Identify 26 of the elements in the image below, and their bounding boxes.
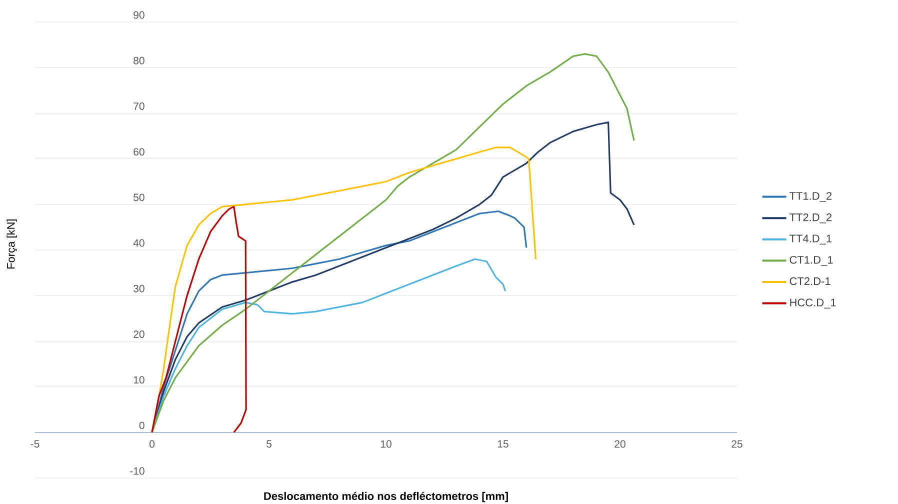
x-tick-label: 20: [614, 440, 626, 448]
legend-label: TT1.D_2: [790, 192, 832, 202]
x-axis-title: Deslocamento médio nos defléctometros [mm]: [264, 492, 508, 502]
y-tick-label: 0: [139, 422, 144, 430]
legend-label: CT1.D_1: [790, 256, 833, 266]
y-tick-label: 80: [134, 56, 144, 64]
y-tick-label: 50: [134, 194, 144, 202]
x-tick-label: 0: [149, 440, 155, 448]
y-tick-label: 90: [134, 11, 144, 19]
legend-label: HCC.D_1: [790, 298, 836, 308]
x-tick-label: 25: [732, 440, 742, 448]
legend-label: TT2.D_2: [790, 213, 832, 224]
x-tick-label: 5: [266, 440, 272, 448]
y-tick-label: 70: [134, 102, 144, 110]
y-tick-label: 60: [134, 148, 144, 156]
y-tick-label: -10: [130, 467, 144, 475]
legend-label: CT2.D-1: [790, 277, 830, 286]
legend-label: TT4.D_1: [790, 234, 832, 244]
x-tick-label: 15: [498, 440, 508, 448]
y-tick-label: 10: [134, 376, 144, 384]
y-axis-title: Força [kN]: [6, 220, 17, 269]
x-tick-label: -5: [30, 440, 40, 448]
y-tick-label: 20: [134, 330, 144, 338]
y-tick-label: 40: [133, 239, 144, 247]
x-tick-label: 10: [380, 440, 392, 448]
y-tick-label: 30: [134, 284, 144, 292]
